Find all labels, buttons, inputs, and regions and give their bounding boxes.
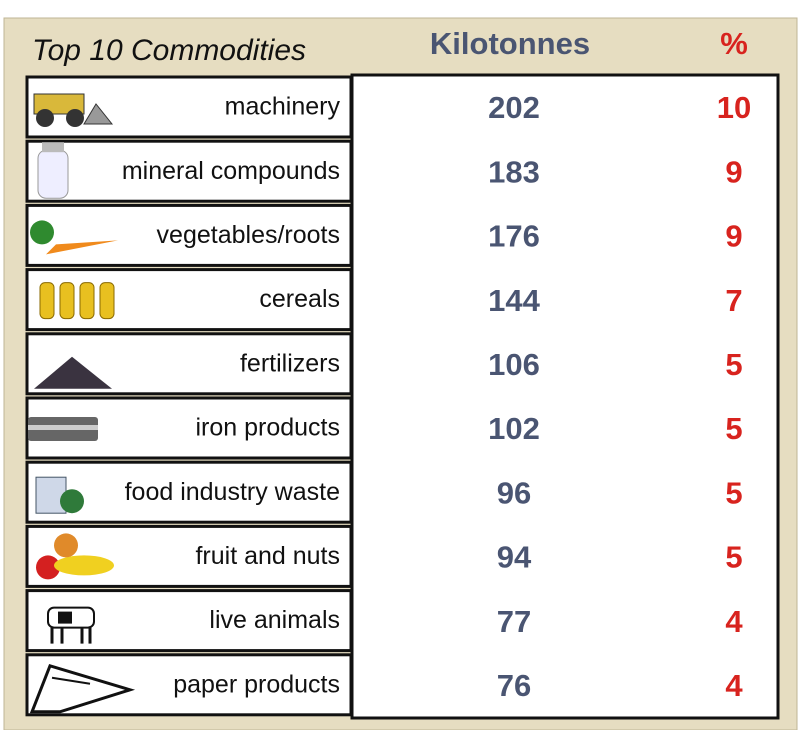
icon [36, 109, 54, 127]
icon [40, 283, 54, 319]
percent-value: 5 [725, 540, 742, 575]
table-title: Top 10 Commodities [32, 34, 306, 67]
icon [42, 142, 64, 152]
percent-value: 7 [725, 283, 742, 318]
icon [60, 489, 84, 513]
icon [54, 555, 114, 575]
icon [38, 150, 68, 198]
commodity-label: fertilizers [240, 349, 340, 377]
percent-value: 5 [725, 475, 742, 510]
commodity-label: fruit and nuts [195, 542, 340, 570]
icon [100, 283, 114, 319]
commodity-label: mineral compounds [122, 157, 340, 185]
table-panel: Top 10 Commodities Kilotonnes % machiner… [0, 0, 801, 730]
icon [80, 283, 94, 319]
icon [54, 533, 78, 557]
page: Top 10 Commodities Kilotonnes % machiner… [0, 0, 801, 730]
percent-value: 9 [725, 219, 742, 254]
kilotonnes-value: 202 [488, 90, 540, 125]
commodity-label: vegetables/roots [157, 221, 340, 249]
icon [36, 477, 66, 513]
kilotonnes-value: 106 [488, 347, 540, 382]
kilotonnes-value: 94 [497, 540, 532, 575]
percent-value: 5 [725, 347, 742, 382]
percent-value: 4 [725, 668, 743, 703]
icon [66, 109, 84, 127]
commodity-label: paper products [173, 670, 340, 698]
percent-value: 9 [725, 154, 742, 189]
kilotonnes-value: 183 [488, 154, 540, 189]
header-kilotonnes: Kilotonnes [430, 26, 590, 61]
percent-value: 5 [725, 411, 742, 446]
commodity-label: food industry waste [125, 478, 340, 506]
icon [60, 283, 74, 319]
icon [58, 612, 72, 624]
kilotonnes-value: 96 [497, 475, 531, 510]
values-box [352, 75, 778, 718]
percent-value: 4 [725, 604, 743, 639]
kilotonnes-value: 176 [488, 219, 540, 254]
kilotonnes-value: 144 [488, 283, 540, 318]
header-percent: % [720, 26, 748, 61]
icon [28, 425, 98, 430]
kilotonnes-value: 77 [497, 604, 531, 639]
kilotonnes-value: 76 [497, 668, 531, 703]
percent-value: 10 [717, 90, 751, 125]
commodity-label: live animals [209, 606, 340, 634]
commodity-label: iron products [195, 414, 340, 442]
icon [30, 220, 54, 244]
kilotonnes-value: 102 [488, 411, 540, 446]
commodity-label: machinery [225, 93, 341, 121]
commodity-label: cereals [259, 285, 340, 313]
